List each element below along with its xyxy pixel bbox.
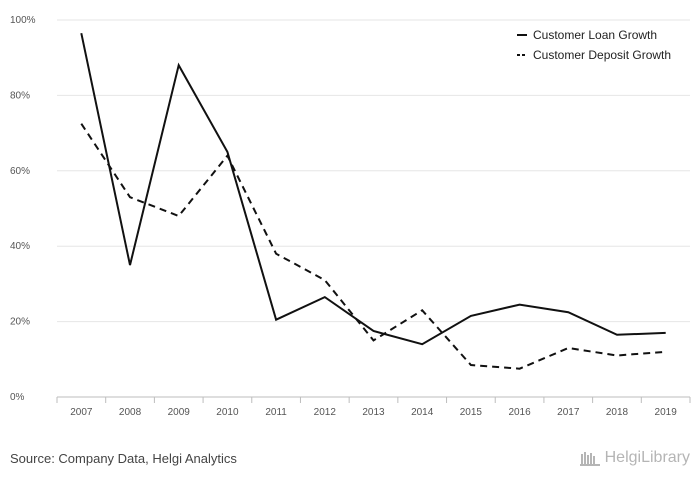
data-point xyxy=(372,338,376,342)
series-line-deposit-growth xyxy=(80,123,666,370)
data-point xyxy=(323,278,327,282)
x-tick-label: 2007 xyxy=(70,407,93,418)
line-chart: 0%20%40%60%80%100% 2007 2008 2009 2010 2011 2… xyxy=(10,15,691,418)
series-line-loan-growth xyxy=(80,32,666,346)
x-tick-label: 2010 xyxy=(216,407,239,418)
data-point xyxy=(518,367,522,371)
data-point xyxy=(372,329,376,333)
x-axis: 2007 2008 2009 2010 2011 2012 2013 2014 2015 2016… xyxy=(56,396,691,418)
data-point xyxy=(225,150,229,154)
data-point xyxy=(566,310,570,314)
brand-logo: HelgiLibrary xyxy=(579,449,690,467)
x-tick-label: 2019 xyxy=(655,407,678,418)
y-tick-label: 20% xyxy=(10,317,30,328)
y-tick-label: 100% xyxy=(10,15,36,26)
data-point xyxy=(615,354,619,358)
source-note: Source: Company Data, Helgi Analytics xyxy=(10,451,237,466)
library-icon xyxy=(579,452,600,466)
x-tick-label: 2016 xyxy=(508,407,531,418)
gridlines xyxy=(57,19,690,323)
y-tick-label: 80% xyxy=(10,90,30,101)
x-tick-label: 2015 xyxy=(460,407,483,418)
y-axis: 0% 20% 40% 60% 80% 100% xyxy=(10,15,36,403)
data-point xyxy=(177,63,181,67)
data-point xyxy=(664,331,668,335)
x-tick-label: 2009 xyxy=(168,407,191,418)
data-point xyxy=(420,342,424,346)
legend-label: Customer Loan Growth xyxy=(533,28,657,42)
footer: Source: Company Data, Helgi Analytics He… xyxy=(0,440,700,483)
y-tick-label: 40% xyxy=(10,241,30,252)
legend: Customer Loan Growth Customer Deposit Gro… xyxy=(517,28,671,62)
brand-name: HelgiLibrary xyxy=(604,449,690,466)
data-point xyxy=(469,363,473,367)
x-tick-label: 2014 xyxy=(411,407,434,418)
data-point xyxy=(664,350,668,354)
data-point xyxy=(420,308,424,312)
data-point xyxy=(615,333,619,337)
x-tick-label: 2011 xyxy=(265,407,287,418)
legend-label: Customer Deposit Growth xyxy=(533,48,671,62)
data-point xyxy=(177,214,181,218)
data-point xyxy=(225,154,229,158)
x-tick-label: 2013 xyxy=(362,407,385,418)
x-tick-label: 2008 xyxy=(119,407,142,418)
data-point xyxy=(566,346,570,350)
y-tick-label: 0% xyxy=(10,392,25,403)
data-point xyxy=(128,263,132,267)
y-tick-label: 60% xyxy=(10,166,30,177)
x-tick-label: 2012 xyxy=(314,407,337,418)
data-point xyxy=(518,303,522,307)
data-point xyxy=(469,314,473,318)
data-point xyxy=(274,318,278,322)
data-point xyxy=(274,252,278,256)
x-tick-label: 2017 xyxy=(557,407,580,418)
data-point xyxy=(79,122,83,126)
data-point xyxy=(323,295,327,299)
series-lines xyxy=(79,31,668,371)
data-point xyxy=(128,195,132,199)
data-point xyxy=(79,31,83,35)
x-tick-label: 2018 xyxy=(606,407,629,418)
